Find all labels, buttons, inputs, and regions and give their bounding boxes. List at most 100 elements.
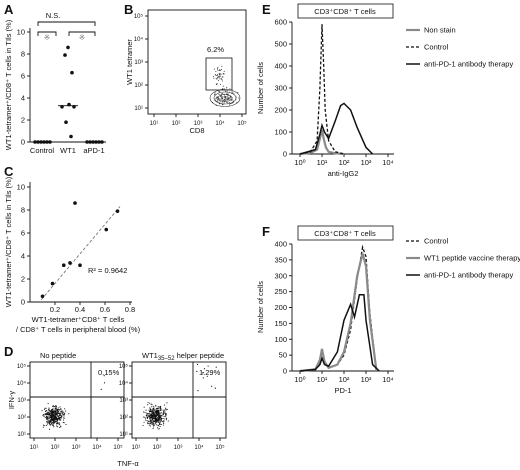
a-x-tick-label: WT1 [60, 146, 76, 155]
b-gated-dot [222, 76, 224, 78]
e-y-tick-label: 0 [283, 150, 287, 159]
d-event-dot [159, 412, 161, 414]
d-event-dot [153, 426, 155, 428]
d-event-dot [52, 406, 54, 408]
d-event-dot [47, 411, 49, 413]
d-event-dot [152, 428, 154, 430]
d-event-dot [57, 409, 59, 411]
d-y-tick-label: 10³ [119, 398, 128, 404]
d-event-dot [58, 409, 60, 411]
d-event-dot [154, 419, 156, 421]
e-x-tick-label: 10³ [361, 158, 372, 167]
b-gated-dot [220, 69, 222, 71]
b-gated-dot [216, 82, 218, 84]
e-curve-2 [299, 24, 345, 155]
d-event-dot [163, 412, 165, 414]
d-event-dot [52, 422, 54, 424]
b-event-dot [222, 96, 224, 98]
b-gated-dot [220, 78, 222, 80]
a-data-point [69, 134, 73, 139]
d-event-dot [58, 417, 60, 419]
d-event-dot [143, 406, 145, 408]
e-y-tick-label: 100 [274, 128, 287, 137]
d-event-dot [151, 416, 153, 419]
d-event-dot [44, 407, 46, 409]
d-event-dot [48, 422, 50, 424]
d-event-dot [148, 415, 150, 418]
b-gated-dot [215, 70, 217, 72]
d-event-dot [155, 409, 157, 411]
f-y-tick-label: 150 [274, 319, 287, 328]
d-event-dot [157, 417, 159, 419]
f-header: CD3⁺CD8⁺ T cells [314, 229, 376, 238]
d-event-dot [48, 412, 50, 414]
d-event-dot [56, 420, 58, 423]
c-data-point [73, 201, 77, 205]
d-event-dot [46, 424, 48, 427]
d-event-dot [151, 413, 154, 415]
b-gated-dot [217, 76, 219, 78]
d-event-dot [156, 414, 158, 416]
b-event-dot [231, 92, 233, 94]
d-event-dot [147, 422, 149, 424]
b-event-dot [226, 92, 228, 94]
a-sig-right: ※ [79, 33, 85, 42]
d-event-dot [160, 406, 162, 408]
c-data-point [50, 281, 55, 286]
d-x-tick-label: 10² [153, 445, 162, 451]
d-event-dot [151, 408, 153, 411]
b-x-tick-label: 10¹ [150, 121, 159, 127]
d-event-dot [147, 402, 149, 404]
d-event-dot [159, 419, 161, 421]
d-event-dot [53, 419, 55, 421]
d-event-dot [47, 413, 49, 416]
d-event-dot [156, 413, 158, 415]
d-event-dot [149, 423, 151, 425]
d-event-dot [49, 411, 52, 413]
d-event-dot [52, 414, 55, 416]
b-x-label: CD8 [189, 126, 204, 135]
d-event-dot [157, 406, 159, 408]
d-event-dot [52, 420, 55, 422]
f-x-tick-label: 10³ [361, 375, 372, 384]
d-event-dot [149, 414, 152, 416]
d-positive-dot [203, 368, 206, 370]
d-event-dot [60, 408, 62, 410]
b-event-dot [222, 98, 224, 100]
d-event-dot [156, 411, 158, 413]
d-event-dot [47, 418, 50, 420]
b-gated-dot [212, 75, 214, 77]
d-event-dot [149, 408, 151, 410]
b-event-dot [226, 99, 228, 101]
d-event-dot [60, 416, 62, 418]
b-event-dot [223, 89, 225, 91]
d-event-dot [160, 407, 162, 409]
b-gated-dot [218, 77, 220, 79]
f-curve-3 [299, 294, 380, 372]
e-y-tick-label: 600 [274, 18, 287, 27]
a-y-tick-label: 4 [21, 94, 25, 103]
panel-b: 6.2% CD8 WT1 tetramer 10¹ 10¹ 10² 10² 10³ 10³… [125, 9, 247, 135]
f-x-tick-label: 10⁴ [382, 375, 394, 384]
f-curve-2 [299, 253, 378, 373]
d2-title-sub: 35–52 [158, 356, 175, 362]
d-event-dot [60, 419, 62, 421]
c-y-tick-label: 8 [21, 206, 25, 215]
d-event-dot [63, 413, 65, 415]
f-y-tick-label: 0 [283, 367, 287, 376]
d-positive-dot [215, 366, 217, 368]
d-x-tick-label: 10¹ [132, 445, 141, 451]
panel-a-label: A [4, 2, 14, 17]
b-y-tick-label: 10⁵ [134, 13, 144, 20]
d-y-tick-label: 10¹ [119, 432, 128, 438]
d-event-dot [59, 413, 61, 415]
a-bracket-right [68, 31, 96, 36]
d-event-dot [165, 419, 168, 421]
d-event-dot [55, 405, 57, 407]
d-event-dot [48, 407, 50, 409]
d-event-dot [63, 419, 65, 421]
d-event-dot [148, 424, 150, 426]
d-event-dot [42, 424, 45, 426]
d-event-dot [163, 420, 165, 422]
b-event-dot [237, 92, 239, 94]
